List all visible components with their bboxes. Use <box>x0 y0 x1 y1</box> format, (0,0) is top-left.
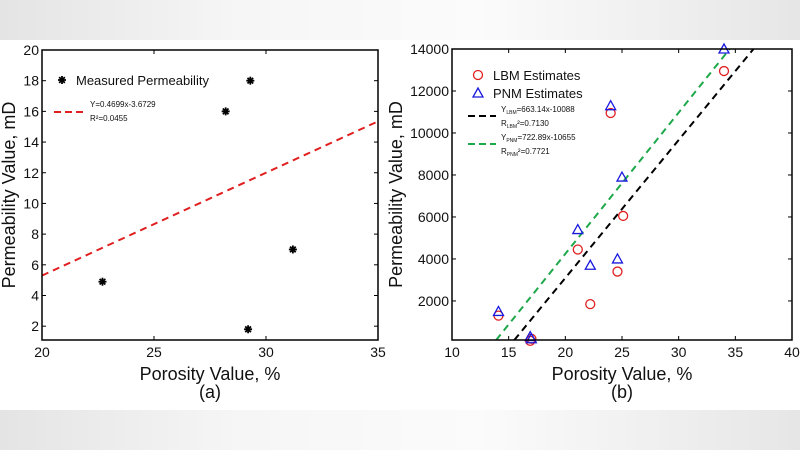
asterisk-data-point <box>221 107 230 116</box>
legend-circle-icon <box>472 69 484 81</box>
y-tick-label: 6 <box>31 257 39 273</box>
x-tick-label: 20 <box>34 344 50 360</box>
fit-r-squared: RPNM²=0.7721 <box>501 147 550 158</box>
fit-r-squared: R²=0.0455 <box>90 114 128 123</box>
y-tick-label: 18 <box>23 73 39 89</box>
y-tick-label: 2 <box>31 318 39 334</box>
triangle-data-point <box>604 99 617 111</box>
fit-equation: YPNM=722.89x-10655 <box>501 133 576 144</box>
asterisk-data-point <box>244 325 253 334</box>
y-tick-label: 4000 <box>418 251 449 267</box>
fit-line <box>513 49 755 340</box>
triangle-data-point <box>571 223 584 235</box>
panel-caption: (b) <box>611 382 633 402</box>
y-tick-label: 16 <box>23 103 39 119</box>
plot-frame <box>41 49 379 341</box>
r-subscript: LBM <box>507 124 517 130</box>
eq-prefix: Y <box>501 105 507 114</box>
y-tick-label: 8 <box>31 226 39 242</box>
r-subscript: PNM <box>507 152 518 158</box>
asterisk-stroke <box>289 246 297 253</box>
circle-data-point <box>612 266 623 277</box>
x-tick-label: 35 <box>370 344 386 360</box>
circle-data-point <box>605 107 616 119</box>
legend-label: Measured Permeability <box>76 73 209 88</box>
triangle-data-point <box>611 252 624 264</box>
triangle-data-point <box>492 305 505 317</box>
plot-frame <box>451 48 793 341</box>
r-prefix: R <box>501 147 507 156</box>
x-tick-label: 25 <box>614 344 630 360</box>
asterisk-data-point <box>98 277 107 286</box>
fit-equation: Y=0.4699x-3.6729 <box>90 100 156 109</box>
x-tick-label: 30 <box>671 344 687 360</box>
asterisk-data-point <box>288 245 297 254</box>
circle-data-point <box>718 65 730 77</box>
y-tick-label: 8000 <box>418 167 449 183</box>
bottom-background-band <box>0 410 800 450</box>
fit-line <box>42 120 378 277</box>
r-body: ²=0.7721 <box>518 147 550 156</box>
fit-r-squared: RLBM²=0.7130 <box>501 119 549 130</box>
legend-label: LBM Estimates <box>493 68 581 83</box>
y-axis-label: Permeability Value, mD <box>0 102 19 289</box>
plot-area <box>42 120 378 277</box>
x-axis-label: Porosity Value, % <box>552 364 693 384</box>
legend-triangle-icon <box>471 86 485 98</box>
y-tick-label: 4 <box>31 288 39 304</box>
eq-subscript: PNM <box>506 138 517 144</box>
asterisk-stroke <box>58 76 66 84</box>
eq-body: =722.89x-10655 <box>517 133 576 142</box>
y-tick-label: 10 <box>23 195 39 211</box>
triangle-data-point <box>615 170 629 182</box>
y-tick-label: 14000 <box>410 41 449 57</box>
x-tick-label: 40 <box>784 344 800 360</box>
asterisk-stroke <box>99 278 106 286</box>
x-tick-label: 25 <box>146 344 162 360</box>
circle-data-point <box>617 210 629 222</box>
x-tick-label: 30 <box>258 344 274 360</box>
asterisk-stroke <box>222 107 230 115</box>
legend-asterisk-icon <box>58 76 66 84</box>
circle-data-point <box>572 244 583 255</box>
circle-data-point <box>585 298 596 310</box>
legend: Measured Permeability Y=0.4699x-3.6729 R²=… <box>54 73 209 123</box>
x-tick-label: 10 <box>444 344 460 360</box>
y-tick-label: 6000 <box>418 209 449 225</box>
fit-equation: YLBM=663.14x-10088 <box>501 105 575 116</box>
plot-area <box>495 49 755 340</box>
x-tick-label: 15 <box>501 344 517 360</box>
asterisk-stroke <box>246 77 254 85</box>
triangle-data-point <box>525 332 538 344</box>
y-tick-label: 12000 <box>410 83 449 99</box>
fit-line <box>495 49 731 340</box>
r-prefix: R <box>501 119 507 128</box>
triangle-data-point <box>584 258 597 270</box>
y-tick-label: 10000 <box>410 125 449 141</box>
panel-caption: (a) <box>199 382 221 402</box>
legend-label: PNM Estimates <box>493 86 583 101</box>
asterisk-stroke <box>244 325 252 333</box>
r-body: ²=0.7130 <box>517 119 549 128</box>
asterisk-data-point <box>246 76 255 85</box>
top-background-band <box>0 0 800 40</box>
y-tick-label: 20 <box>23 42 39 58</box>
chart-panel-a: 20 25 30 35 2 4 6 8 10 12 14 16 18 20 Porosity Value, … <box>0 42 386 402</box>
y-tick-label: 14 <box>23 134 39 150</box>
chart-panel-b: 10 15 20 25 30 35 40 2000 4000 6000 8000 10000 12000… <box>386 41 800 402</box>
eq-subscript: LBM <box>506 110 516 116</box>
y-tick-label: 2000 <box>418 293 449 309</box>
y-axis-label: Permeability Value, mD <box>386 101 406 288</box>
x-axis-label: Porosity Value, % <box>140 364 281 384</box>
x-tick-label: 20 <box>558 344 574 360</box>
x-tick-label: 35 <box>728 344 744 360</box>
y-tick-label: 12 <box>23 165 39 181</box>
eq-body: =663.14x-10088 <box>517 105 576 114</box>
eq-prefix: Y <box>501 133 507 142</box>
